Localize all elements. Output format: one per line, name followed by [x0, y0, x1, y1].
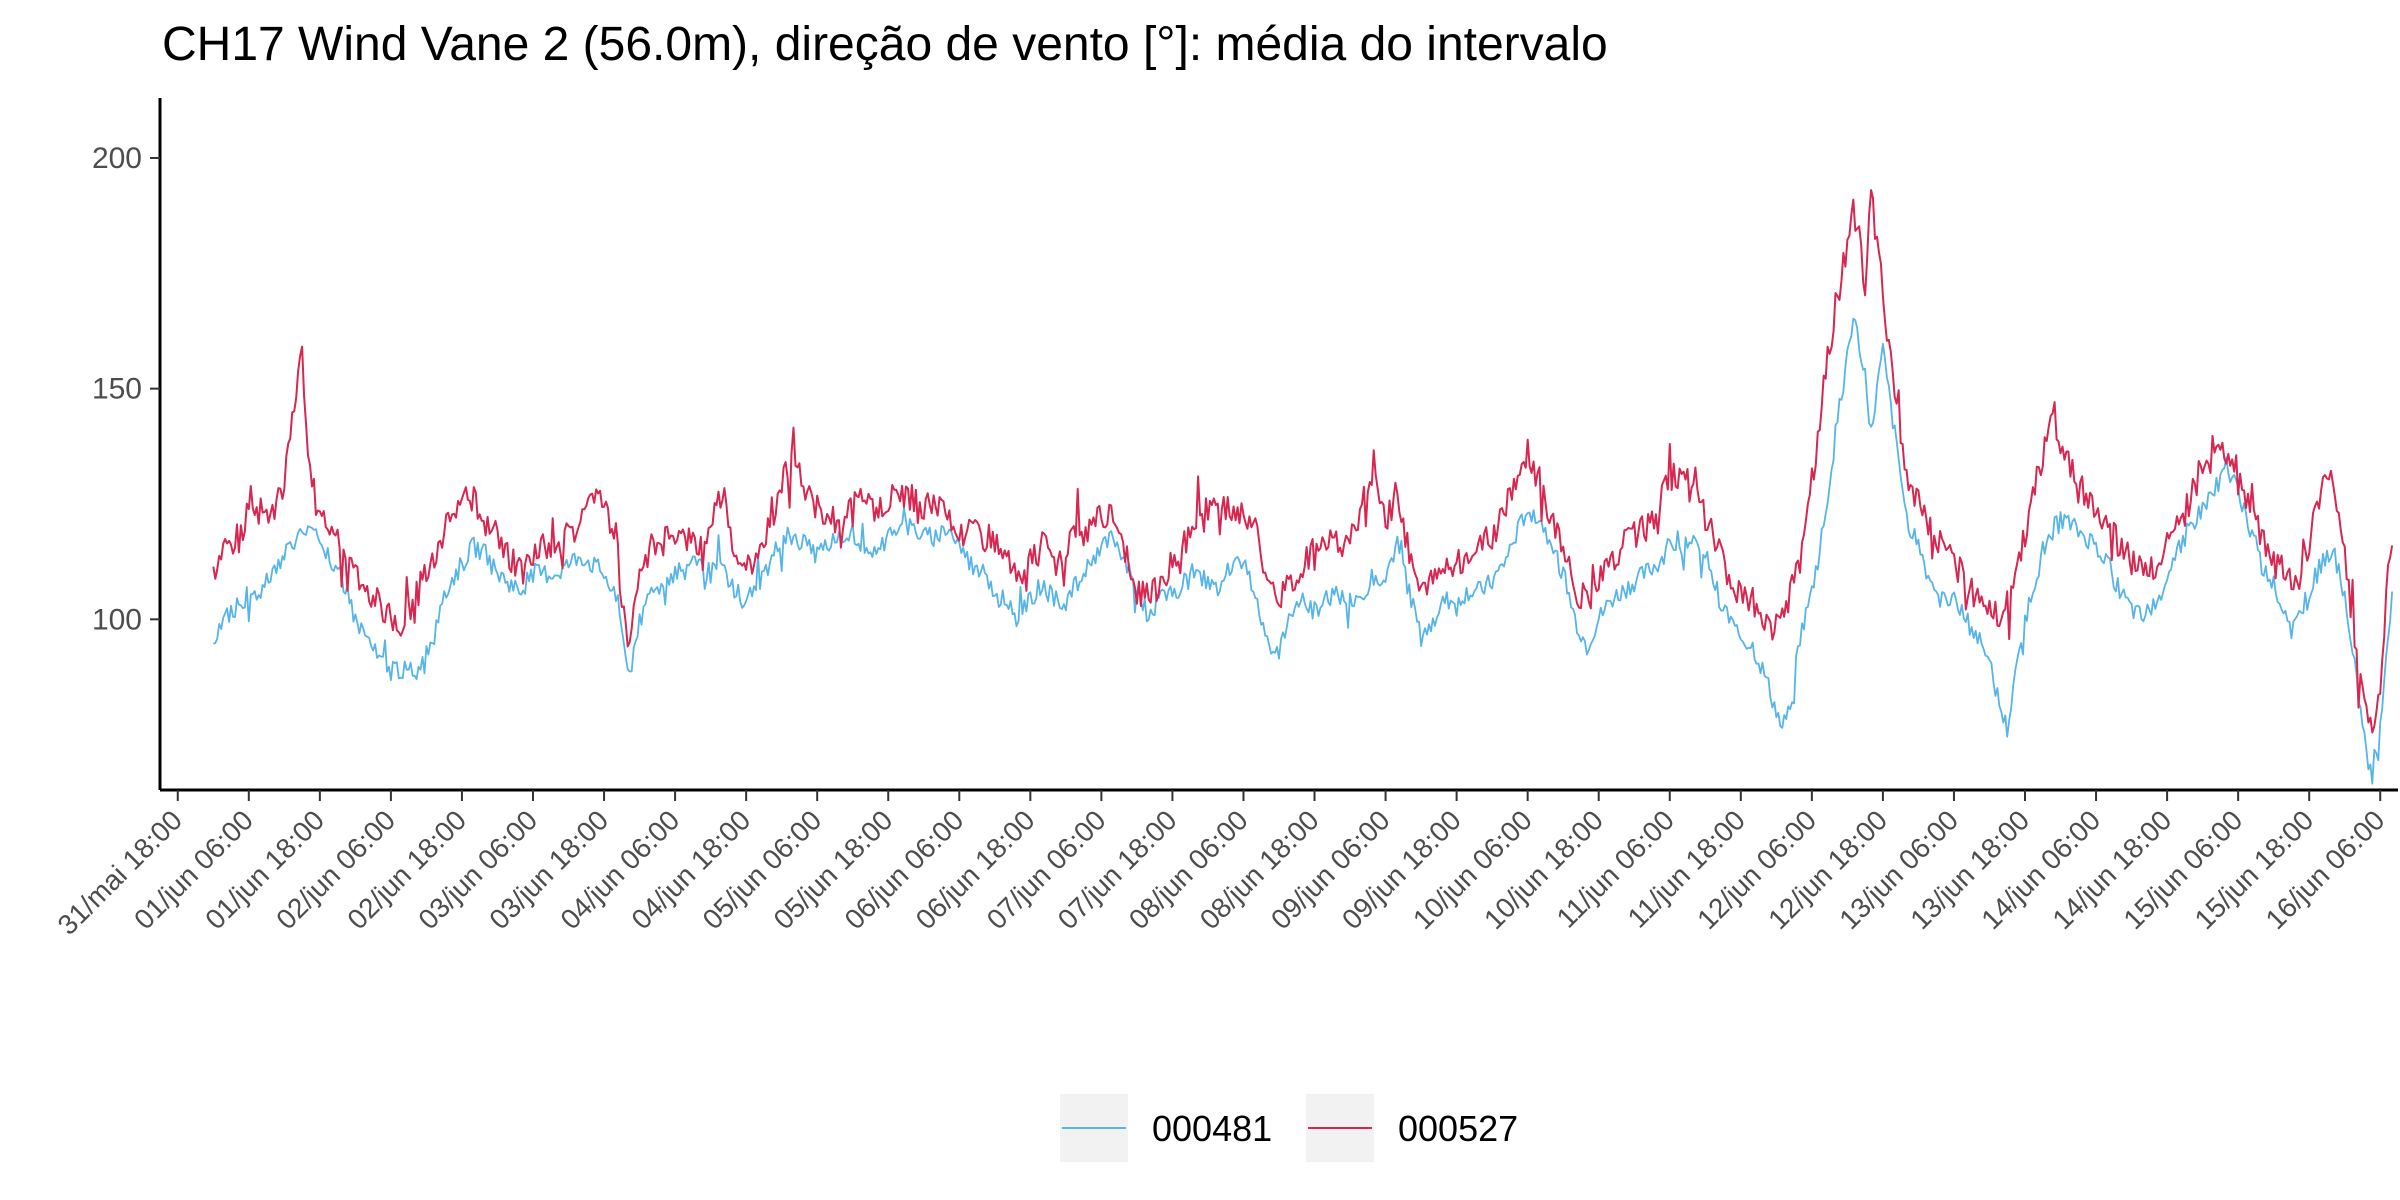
series-line-000481 [213, 317, 2393, 785]
legend-label: 000527 [1398, 1108, 1518, 1149]
y-tick-label: 150 [92, 373, 142, 406]
plot-lines [212, 189, 2394, 785]
legend: 000481 000527 [1060, 1094, 1518, 1162]
series-line-000527 [212, 189, 2394, 734]
y-tick-label: 200 [92, 142, 142, 175]
chart-title: CH17 Wind Vane 2 (56.0m), direção de ven… [162, 18, 1608, 71]
y-tick-label: 100 [92, 603, 142, 636]
legend-label: 000481 [1152, 1108, 1272, 1149]
y-axis-ticks: 100 150 200 [92, 142, 160, 636]
